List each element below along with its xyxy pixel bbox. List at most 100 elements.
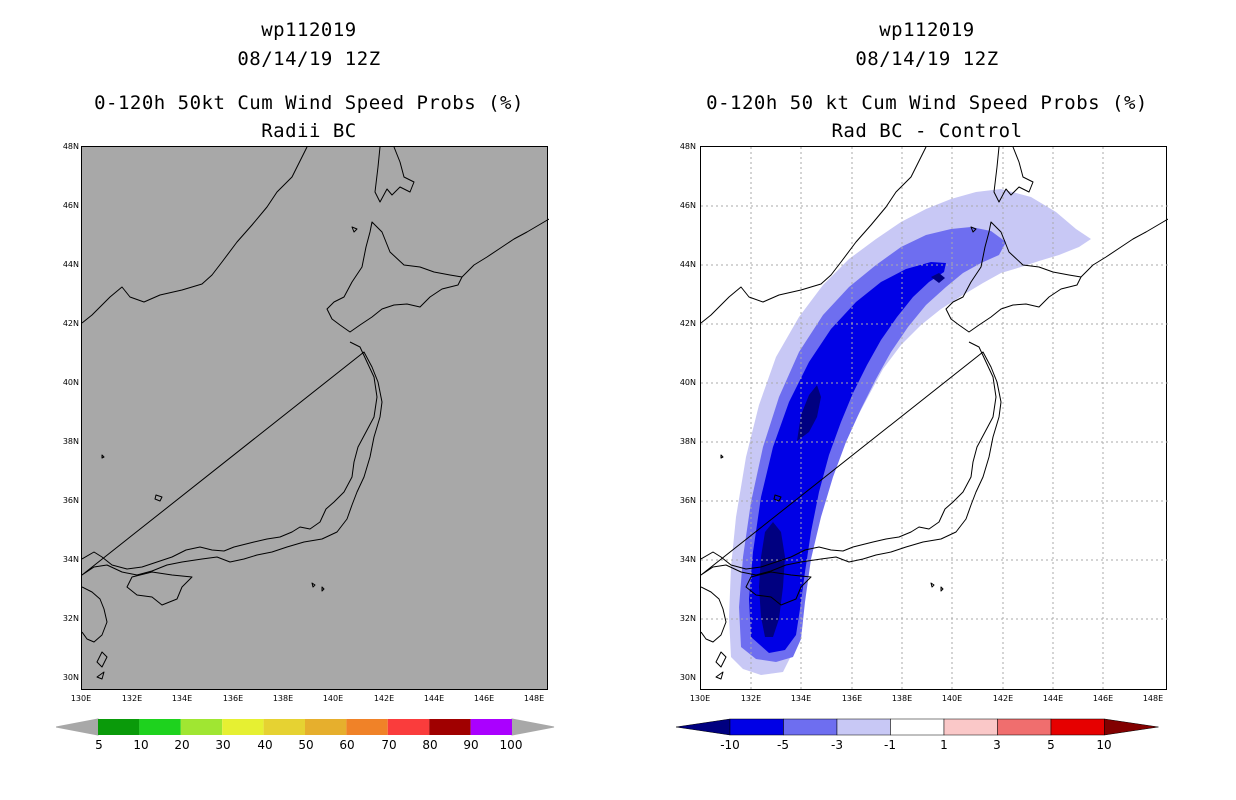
right-colorbar-label: -10 (720, 738, 740, 752)
left-lon-label: 146E (473, 694, 495, 703)
left-colorbar-cell (222, 719, 264, 735)
right-colorbar-cell (943, 718, 998, 736)
right-lat-label: 32N (679, 614, 696, 623)
left-colorbar-over-arrow (511, 718, 555, 736)
contour-minus-10-upper (797, 385, 821, 441)
left-lat-label: 30N (62, 673, 79, 682)
left-colorbar-cell (470, 719, 512, 735)
left-lat-label: 38N (62, 437, 79, 446)
right-lon-label: 134E (790, 694, 812, 703)
right-lon-label: 130E (689, 694, 711, 703)
left-lon-label: 142E (373, 694, 395, 703)
left-title-product: 0-120h 50kt Cum Wind Speed Probs (%) (94, 92, 524, 114)
left-colorbar-label: 100 (499, 738, 523, 752)
right-colorbar-cell (783, 718, 838, 736)
right-lat-label: 38N (679, 437, 696, 446)
right-lon-label: 146E (1092, 694, 1114, 703)
right-colorbar-cell (1104, 718, 1159, 736)
right-colorbar-cell (1050, 718, 1105, 736)
right-colorbar-label: -3 (831, 738, 843, 752)
left-lon-label: 144E (423, 694, 445, 703)
left-colorbar-label: 5 (95, 738, 103, 752)
left-lat-label: 48N (62, 142, 79, 151)
left-colorbar-cell (429, 719, 471, 735)
right-lon-label: 148E (1142, 694, 1164, 703)
right-lon-label: 140E (941, 694, 963, 703)
left-lat-label: 42N (62, 319, 79, 328)
right-lon-label: 136E (841, 694, 863, 703)
left-colorbar-cell (98, 719, 140, 735)
contour-minus-1 (729, 189, 1091, 675)
contour-minus-10-lower (759, 522, 785, 637)
right-colorbar-label: -5 (777, 738, 789, 752)
left-lon-label: 140E (322, 694, 344, 703)
left-colorbar-label: 30 (215, 738, 231, 752)
left-colorbar-label: 80 (422, 738, 438, 752)
right-lat-label: 42N (679, 319, 696, 328)
right-colorbar-label: 3 (993, 738, 1001, 752)
left-lat-label: 40N (62, 378, 79, 387)
right-title-product: 0-120h 50 kt Cum Wind Speed Probs (%) (706, 92, 1148, 114)
contour-minus-10-hokkaido (931, 273, 945, 283)
right-colorbar-cell (997, 718, 1052, 736)
left-colorbar-cell (139, 719, 181, 735)
left-lon-label: 138E (272, 694, 294, 703)
right-colorbar-cell (890, 718, 945, 736)
left-colorbar-label: 70 (381, 738, 397, 752)
left-colorbar-label: 60 (339, 738, 355, 752)
right-lon-label: 144E (1042, 694, 1064, 703)
left-colorbar (56, 718, 555, 736)
left-colorbar-under-arrow (56, 718, 99, 736)
left-lat-label: 34N (62, 555, 79, 564)
right-title-id: wp112019 (879, 19, 975, 41)
right-colorbar (676, 718, 1159, 736)
left-colorbar-label: 20 (174, 738, 190, 752)
right-lon-label: 142E (992, 694, 1014, 703)
right-colorbar-cell (676, 718, 731, 736)
right-lat-label: 44N (679, 260, 696, 269)
right-colorbar-label: 10 (1096, 738, 1112, 752)
left-lon-label: 130E (70, 694, 92, 703)
right-lon-label: 132E (740, 694, 762, 703)
right-title-sub: Rad BC - Control (831, 120, 1023, 142)
right-lon-label: 138E (891, 694, 913, 703)
left-colorbar-cell (346, 719, 388, 735)
contour-minus-5 (749, 262, 946, 653)
left-lon-label: 134E (171, 694, 193, 703)
left-colorbar-label: 40 (257, 738, 273, 752)
left-lat-label: 46N (62, 201, 79, 210)
left-title-date: 08/14/19 12Z (237, 48, 381, 70)
right-map (700, 146, 1168, 691)
left-lon-label: 148E (523, 694, 545, 703)
right-colorbar-cell (729, 718, 784, 736)
left-title-sub: Radii BC (261, 120, 357, 142)
right-panel: wp112019 08/14/19 12Z 0-120h 50 kt Cum W… (618, 0, 1236, 800)
left-lat-label: 44N (62, 260, 79, 269)
right-colorbar-cell (836, 718, 891, 736)
right-lat-label: 40N (679, 378, 696, 387)
right-colorbar-label: -1 (884, 738, 896, 752)
left-title-id: wp112019 (261, 19, 357, 41)
left-map (81, 146, 549, 690)
right-lat-label: 36N (679, 496, 696, 505)
left-coastline-svg (82, 147, 549, 680)
coastlines (701, 147, 1168, 680)
right-title-date: 08/14/19 12Z (855, 48, 999, 70)
left-colorbar-cell (263, 719, 305, 735)
right-lat-label: 46N (679, 201, 696, 210)
left-colorbar-cell (180, 719, 223, 735)
right-map-svg (701, 147, 1168, 691)
left-colorbar-label: 90 (463, 738, 479, 752)
left-lon-label: 136E (222, 694, 244, 703)
right-lat-label: 34N (679, 555, 696, 564)
left-lat-label: 36N (62, 496, 79, 505)
left-colorbar-cell (305, 719, 347, 735)
left-colorbar-label: 10 (133, 738, 149, 752)
left-colorbar-cell (387, 719, 430, 735)
right-colorbar-label: 1 (940, 738, 948, 752)
left-colorbar-label: 50 (298, 738, 314, 752)
right-lat-label: 30N (679, 673, 696, 682)
left-lat-label: 32N (62, 614, 79, 623)
right-lat-label: 48N (679, 142, 696, 151)
left-lon-label: 132E (121, 694, 143, 703)
